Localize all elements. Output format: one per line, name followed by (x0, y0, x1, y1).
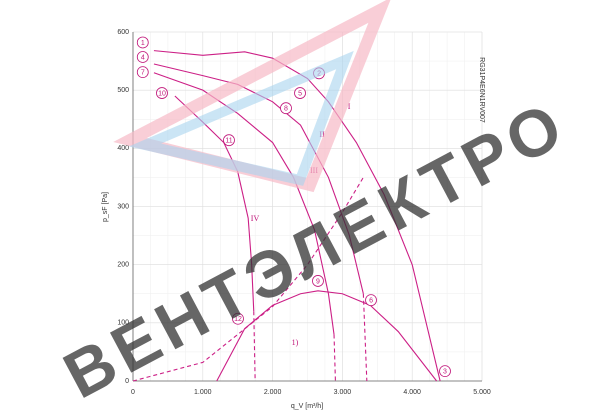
x-tick-label: 4.000 (403, 389, 421, 396)
curve (333, 334, 336, 382)
annotation: 4 (141, 54, 145, 61)
x-tick-label: 1.000 (194, 389, 212, 396)
annotation-circle (136, 66, 149, 79)
annotation: 7 (141, 69, 145, 76)
annotation-circle (136, 36, 149, 49)
annotation: 9 (316, 278, 320, 285)
annotation: 12 (234, 316, 242, 323)
annotation-circle (136, 51, 149, 63)
curve (362, 293, 368, 382)
annotation: 8 (284, 106, 288, 113)
annotation: 10 (158, 90, 166, 97)
curve (253, 311, 256, 382)
curve (153, 50, 441, 382)
annotation-circle (365, 294, 377, 307)
x-axis-label: q_V [m³/h] (291, 403, 323, 410)
annotation-circle (223, 134, 235, 147)
side-text: RG31P4E6N1RV007 (478, 57, 485, 123)
y-tick-label: 100 (117, 320, 129, 327)
annotation: 3 (443, 368, 447, 375)
y-tick-label: 600 (117, 29, 129, 36)
x-tick-label: 3.000 (334, 389, 352, 396)
annotation: 1 (141, 40, 145, 47)
annotation-circle (294, 87, 306, 99)
annotation: 6 (369, 297, 373, 304)
annotation: 1) (292, 338, 299, 347)
annotation-circle (439, 365, 451, 378)
watermark-logo (128, 50, 354, 186)
annotation-circle (280, 102, 292, 115)
y-tick-label: 500 (117, 87, 129, 94)
annotation-circle (156, 87, 168, 99)
annotation: I (348, 102, 351, 111)
annotation-circle (312, 275, 324, 287)
x-tick-label: 0 (131, 389, 135, 396)
x-tick-label: 5.000 (473, 389, 491, 396)
y-tick-label: 200 (117, 262, 129, 269)
annotation-circle (232, 312, 244, 325)
x-tick-label: 2.000 (264, 389, 282, 396)
y-tick-label: 400 (117, 145, 129, 152)
y-tick-label: 0 (125, 378, 129, 385)
y-tick-label: 300 (117, 203, 129, 210)
annotation: 5 (298, 90, 302, 97)
annotation: IV (251, 214, 260, 223)
y-axis-label: p_sF [Pa] (102, 192, 109, 222)
annotation: 11 (225, 138, 232, 145)
